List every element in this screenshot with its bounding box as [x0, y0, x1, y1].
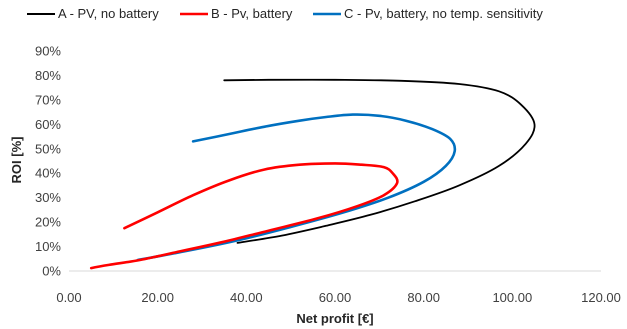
x-tick-label: 60.00 [319, 290, 352, 305]
y-tick-label: 90% [35, 44, 61, 59]
legend-label-c: C - Pv, battery, no temp. sensitivity [344, 6, 543, 21]
legend-label-b: B - Pv, battery [211, 6, 293, 21]
y-tick-label: 10% [35, 239, 61, 254]
legend-item-c: C - Pv, battery, no temp. sensitivity [313, 6, 543, 21]
y-axis-title: ROI [%] [9, 137, 24, 184]
x-tick-label: 40.00 [230, 290, 263, 305]
x-axis-title: Net profit [€] [296, 311, 373, 326]
legend-item-b: B - Pv, battery [180, 6, 293, 21]
legend-item-a: A - PV, no battery [27, 6, 159, 21]
y-axis-ticks: 0% 10% 20% 30% 40% 50% 60% 70% 80% 90% [35, 44, 61, 279]
plot-area [89, 78, 536, 270]
series-line-c [136, 113, 457, 262]
x-tick-label: 100.00 [492, 290, 532, 305]
legend-label-a: A - PV, no battery [58, 6, 159, 21]
y-tick-label: 40% [35, 166, 61, 181]
series-line-b [89, 162, 399, 270]
y-tick-label: 30% [35, 190, 61, 205]
x-tick-label: 0.00 [56, 290, 81, 305]
x-tick-label: 80.00 [407, 290, 440, 305]
legend: A - PV, no battery B - Pv, battery C - P… [27, 6, 543, 21]
x-tick-label: 120.00 [581, 290, 621, 305]
y-tick-label: 70% [35, 92, 61, 107]
y-tick-label: 50% [35, 141, 61, 156]
series-line-a [223, 78, 536, 244]
y-tick-label: 0% [42, 264, 61, 279]
x-tick-label: 20.00 [141, 290, 174, 305]
x-axis-ticks: 0.00 20.00 40.00 60.00 80.00 100.00 120.00 [56, 290, 621, 305]
y-tick-label: 80% [35, 68, 61, 83]
y-tick-label: 60% [35, 117, 61, 132]
y-tick-label: 20% [35, 215, 61, 230]
